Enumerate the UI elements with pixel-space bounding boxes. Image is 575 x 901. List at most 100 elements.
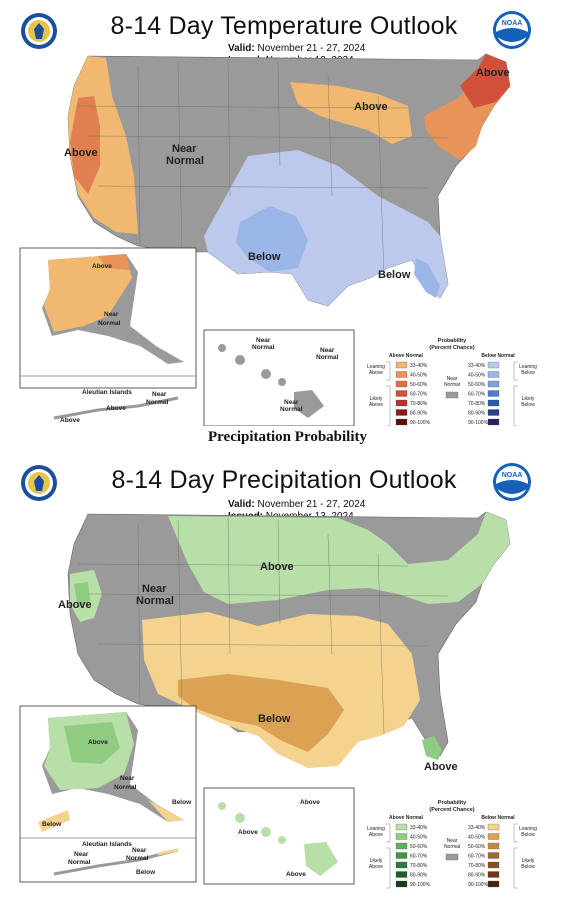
florida-below-core [414, 258, 440, 298]
hawaii-inset [203, 329, 355, 426]
legend-below-swatch [487, 833, 500, 840]
legend-above-range: 60-70% [410, 392, 428, 398]
legend-below-swatch [487, 390, 500, 397]
legend-below-range: 80-90% [468, 873, 486, 879]
legend-below-range: 33-40% [468, 363, 486, 369]
temp-label-alaska-near: Near Normal [98, 311, 121, 327]
legend-below-swatch [487, 871, 500, 878]
precip-label-aleutian-below: Below [136, 869, 156, 876]
precip-label-alaska-below-se: Below [172, 799, 192, 806]
legend-below-range: 80-90% [468, 411, 486, 417]
legend-above-swatch [395, 880, 408, 888]
legend-above-range: 80-90% [410, 873, 428, 879]
legend-above-swatch [395, 852, 408, 859]
legend-likely-above: Likely Above [369, 858, 383, 870]
legend-below-swatch [487, 880, 500, 888]
legend-above-range: 33-40% [410, 363, 428, 369]
legend-above-range: 90-100% [410, 420, 431, 426]
legend-bracket-above [386, 361, 391, 426]
precipitation-legend: Probability(Percent Chance) Above Normal B… [367, 800, 537, 889]
svg-text:NOAA: NOAA [502, 20, 523, 27]
legend-leaning-below: Leaning Below [519, 364, 537, 376]
legend-subtitle: (Percent Chance) [429, 345, 474, 351]
precip-label-south-below: Below [258, 713, 291, 725]
maine-above-core [460, 54, 510, 108]
legend-bracket-above [386, 823, 391, 889]
legend-above-swatch [395, 380, 408, 388]
legend-likely-below: Likely Below [521, 858, 535, 870]
legend-above-range: 80-90% [410, 411, 428, 417]
temp-label-aleutian-above: Above [106, 405, 126, 412]
precip-label-alaska-below-sw: Below [42, 821, 62, 828]
precip-label-alaska-near: Near Normal [114, 775, 137, 791]
legend-bracket-below [513, 823, 518, 889]
legend-above-swatch [395, 823, 408, 831]
temp-label-hawaii-near2: Near Normal [316, 347, 339, 361]
legend-above-range: 60-70% [410, 854, 428, 860]
west-above-core [70, 96, 100, 194]
legend-below-swatch [487, 399, 500, 407]
legend-above-range: 33-40% [410, 825, 428, 831]
legend-below-range: 50-60% [468, 382, 486, 388]
doc-seal-logo [21, 465, 57, 501]
legend-above-range: 40-50% [410, 835, 428, 841]
precipitation-map: Above Near Normal Above Below Above Above… [19, 511, 537, 889]
legend-above-swatch [395, 371, 408, 378]
temp-label-southeast-below: Below [378, 269, 411, 281]
legend-below-header: Below Normal [481, 353, 515, 359]
temp-label-hawaii-near3: Near Normal [280, 399, 303, 413]
legend-below-range: 60-70% [468, 854, 486, 860]
doc-seal-logo [21, 13, 57, 49]
legend-likely-above: Likely Above [369, 396, 383, 408]
temp-label-texas-below: Below [248, 251, 281, 263]
legend-near-normal: Near Normal [444, 838, 460, 850]
legend-title: Probability [438, 800, 467, 806]
legend-above-swatch [395, 361, 408, 369]
temp-label-hawaii-near1: Near Normal [252, 337, 275, 351]
legend-below-range: 60-70% [468, 392, 486, 398]
precip-label-florida-above: Above [424, 761, 458, 773]
legend-bracket-below [513, 361, 518, 426]
precip-label-aleutian-near2: Near Normal [126, 847, 149, 862]
legend-near-swatch [445, 391, 459, 399]
precip-label-hawaii-above3: Above [286, 871, 306, 878]
precip-label-aleutian-title: Aleutian Islands [82, 841, 132, 848]
legend-below-swatch [487, 823, 500, 831]
temp-label-west-above: Above [64, 147, 98, 159]
legend-below-range: 50-60% [468, 844, 486, 850]
legend-likely-below: Likely Below [521, 396, 535, 408]
legend-above-swatch [395, 409, 408, 416]
legend-above-header: Above Normal [389, 815, 424, 821]
precipitation-probability-heading: Precipitation Probability [207, 429, 368, 445]
hawaii-inset [203, 787, 355, 885]
precipitation-valid: Valid: November 21 - 27, 2024 [228, 499, 366, 510]
legend-below-range: 70-80% [468, 863, 486, 869]
legend-above-swatch [395, 399, 408, 407]
legend-above-range: 50-60% [410, 844, 428, 850]
legend-near-normal: Near Normal [444, 376, 460, 388]
legend-above-header: Above Normal [389, 353, 424, 359]
svg-text:NOAA: NOAA [502, 472, 523, 479]
precipitation-outlook-panel: 8-14 Day Precipitation Outlook NOAA Vali… [8, 460, 560, 896]
noaa-logo: NOAA [493, 463, 531, 501]
legend-below-swatch [487, 852, 500, 859]
legend-above-swatch [395, 861, 408, 869]
legend-below-swatch [487, 842, 500, 850]
temp-label-great-lakes-above: Above [354, 101, 388, 113]
legend-below-swatch [487, 371, 500, 378]
legend-below-swatch [487, 380, 500, 388]
legend-below-range: 33-40% [468, 825, 486, 831]
legend-subtitle: (Percent Chance) [429, 807, 474, 813]
temperature-legend: Probability(Percent Chance) Above Normal B… [367, 338, 537, 426]
legend-above-range: 70-80% [410, 863, 428, 869]
temp-label-maine-above: Above [476, 67, 510, 79]
legend-above-swatch [395, 842, 408, 850]
temperature-valid: Valid: November 21 - 27, 2024 [228, 43, 366, 54]
temp-label-near-normal: Near Normal [166, 143, 204, 167]
precip-label-aleutian-near1: Near Normal [68, 851, 91, 866]
legend-below-range: 90-100% [468, 882, 489, 888]
texas-below-core [178, 674, 344, 752]
legend-above-swatch [395, 871, 408, 878]
temperature-title: 8-14 Day Temperature Outlook [110, 12, 458, 40]
legend-above-range: 70-80% [410, 401, 428, 407]
